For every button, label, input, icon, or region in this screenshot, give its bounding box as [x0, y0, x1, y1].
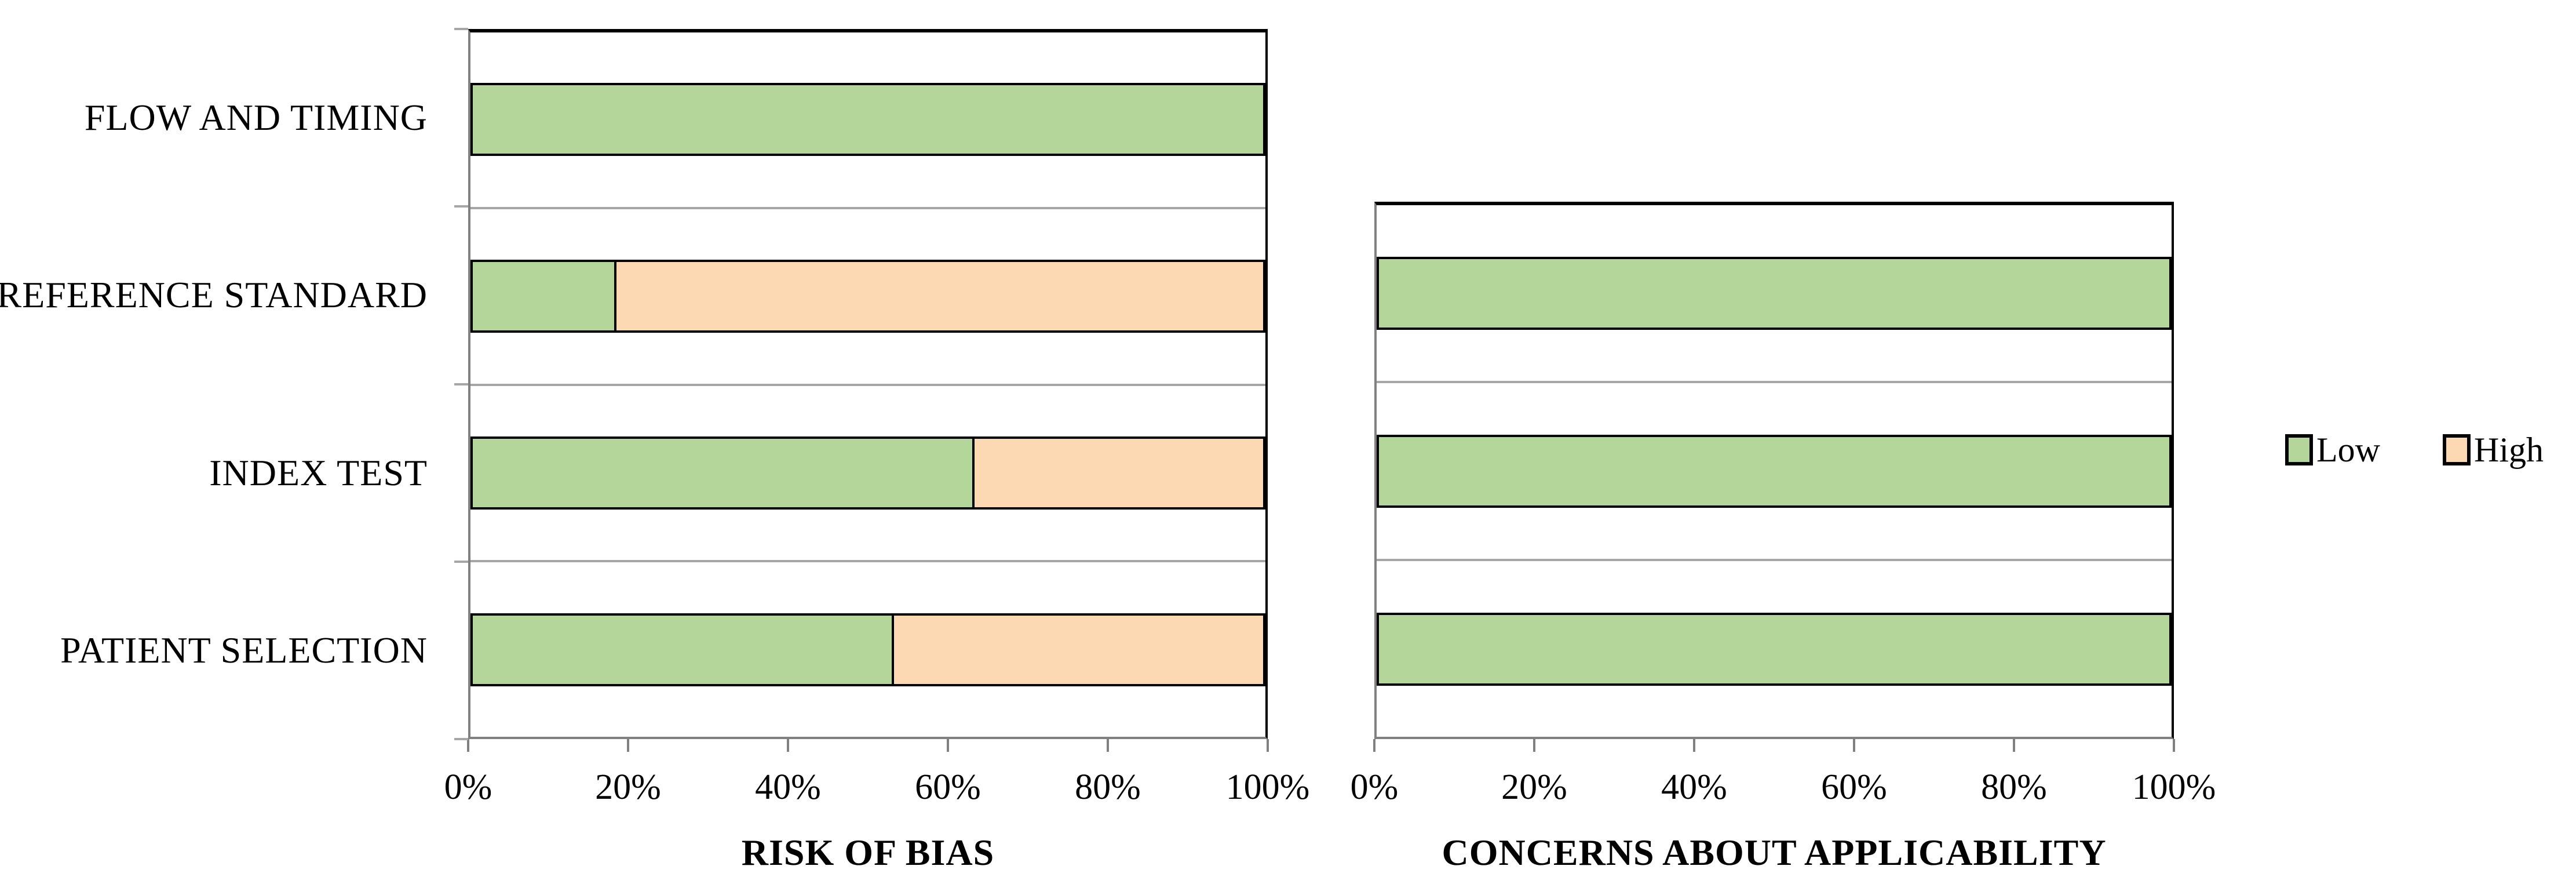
x-axis-tick-mark [1373, 739, 1375, 752]
high-segment [894, 615, 1263, 684]
category-band [1377, 205, 2172, 383]
low-segment [473, 438, 975, 507]
low-segment [1379, 259, 2169, 328]
x-axis-tick-mark [1107, 739, 1109, 752]
low-swatch-icon [2285, 434, 2313, 465]
x-axis-tick-label: 0% [444, 767, 492, 807]
high-segment [975, 438, 1263, 507]
high-swatch-icon [2442, 434, 2471, 465]
x-axis-tick-label: 40% [1661, 767, 1727, 807]
x-axis-tick-mark [627, 739, 629, 752]
legend-label-high: High [2473, 431, 2544, 469]
stacked-bar [470, 613, 1265, 686]
y-axis-tick-mark [454, 738, 468, 740]
low-segment [473, 85, 1263, 154]
x-axis-tick-mark [2013, 739, 2015, 752]
applicability-plot-area [1374, 202, 2174, 739]
category-band [470, 562, 1265, 737]
stacked-bar [470, 83, 1265, 157]
stacked-bar [1377, 434, 2172, 508]
applicability-chart: 0% 20% 40% 60% 80% 100% [1351, 202, 2216, 807]
x-axis-tick-mark [467, 739, 469, 752]
risk-of-bias-plot-area [468, 29, 1268, 739]
x-axis-tick-mark [2173, 739, 2175, 752]
low-segment [473, 615, 894, 684]
category-label: INDEX TEST [209, 452, 428, 493]
x-axis-tick-label: 80% [1981, 767, 2047, 807]
stacked-bar [1377, 256, 2172, 330]
category-label: FLOW AND TIMING [84, 97, 428, 139]
x-axis-tick-mark [947, 739, 949, 752]
applicability-axis-title: CONCERNS ABOUT APPLICABILITY [1442, 832, 2107, 873]
stacked-bar [470, 260, 1265, 333]
x-axis-tick-label: 40% [755, 767, 821, 807]
x-axis-tick-label: 60% [915, 767, 981, 807]
category-axis-labels: FLOW AND TIMING REFERENCE STANDARD INDEX T… [0, 29, 439, 739]
stacked-bar [1377, 612, 2172, 686]
x-axis-tick-label: 60% [1821, 767, 1887, 807]
category-label: REFERENCE STANDARD [0, 274, 428, 316]
y-axis-tick-mark [454, 28, 468, 30]
risk-of-bias-chart: 0% 20% 40% 60% 80% 100% [444, 28, 1309, 807]
x-axis-tick-mark [1533, 739, 1535, 752]
low-segment [1379, 614, 2169, 683]
category-band [470, 32, 1265, 209]
category-band [1377, 561, 2172, 737]
high-segment [616, 262, 1263, 331]
x-axis-tick-label: 20% [595, 767, 661, 807]
x-axis-tick-mark [1853, 739, 1855, 752]
legend-item-high: High [2442, 431, 2544, 469]
x-axis-tick-mark [787, 739, 789, 752]
y-axis-tick-mark [454, 205, 468, 208]
risk-of-bias-axis-title: RISK OF BIAS [741, 832, 995, 873]
x-axis-tick-label: 80% [1075, 767, 1141, 807]
category-band [1377, 383, 2172, 561]
category-band [470, 209, 1265, 386]
low-segment [473, 262, 617, 331]
legend: Low High [2285, 431, 2544, 468]
x-axis-tick-label: 0% [1350, 767, 1399, 807]
y-axis-tick-mark [454, 383, 468, 385]
x-axis-tick-label: 100% [2132, 767, 2216, 807]
low-segment [1379, 436, 2169, 505]
x-axis-tick-mark [1267, 739, 1269, 752]
category-label: PATIENT SELECTION [60, 629, 428, 671]
y-axis-tick-mark [454, 560, 468, 563]
category-band [470, 386, 1265, 563]
x-axis-tick-mark [1693, 739, 1695, 752]
x-axis-tick-label: 100% [1225, 767, 1310, 807]
legend-item-low: Low [2285, 431, 2380, 468]
x-axis-tick-label: 20% [1501, 767, 1567, 807]
stacked-bar [470, 436, 1265, 510]
legend-label-low: Low [2316, 431, 2380, 469]
